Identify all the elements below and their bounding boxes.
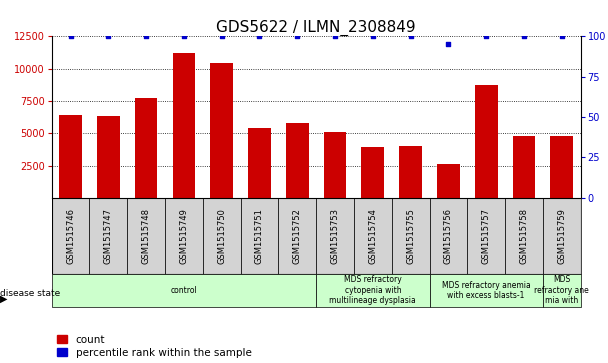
Bar xyxy=(323,132,347,198)
Bar xyxy=(173,53,195,198)
Bar xyxy=(278,198,316,274)
Bar xyxy=(127,198,165,274)
Point xyxy=(406,33,415,39)
Text: GSM1515754: GSM1515754 xyxy=(368,208,378,264)
Point xyxy=(482,33,491,39)
Text: GSM1515748: GSM1515748 xyxy=(142,208,151,264)
Text: GSM1515756: GSM1515756 xyxy=(444,208,453,264)
Bar xyxy=(513,136,535,198)
Text: GSM1515749: GSM1515749 xyxy=(179,208,188,264)
Point xyxy=(519,33,529,39)
Bar xyxy=(59,115,82,198)
Text: GSM1515753: GSM1515753 xyxy=(331,208,339,264)
Bar xyxy=(316,274,429,307)
Bar xyxy=(550,136,573,198)
Text: control: control xyxy=(171,286,197,295)
Title: GDS5622 / ILMN_2308849: GDS5622 / ILMN_2308849 xyxy=(216,20,416,36)
Point xyxy=(103,33,113,39)
Bar xyxy=(362,147,384,198)
Text: GSM1515759: GSM1515759 xyxy=(558,208,566,264)
Bar xyxy=(468,198,505,274)
Bar xyxy=(52,274,316,307)
Point xyxy=(292,33,302,39)
Text: GSM1515758: GSM1515758 xyxy=(519,208,528,264)
Point xyxy=(141,33,151,39)
Bar xyxy=(543,198,581,274)
Point xyxy=(330,33,340,39)
Bar xyxy=(354,198,392,274)
Point xyxy=(255,33,264,39)
Bar xyxy=(89,198,127,274)
Legend: count, percentile rank within the sample: count, percentile rank within the sample xyxy=(57,335,252,358)
Bar xyxy=(429,274,543,307)
Bar xyxy=(241,198,278,274)
Point xyxy=(217,33,227,39)
Point xyxy=(66,33,75,39)
Bar xyxy=(165,198,203,274)
Text: MDS refractory anemia
with excess blasts-1: MDS refractory anemia with excess blasts… xyxy=(442,281,531,300)
Bar xyxy=(286,123,309,198)
Bar xyxy=(543,274,581,307)
Point xyxy=(179,33,188,39)
Text: GSM1515757: GSM1515757 xyxy=(482,208,491,264)
Text: GSM1515750: GSM1515750 xyxy=(217,208,226,264)
Text: GSM1515752: GSM1515752 xyxy=(293,208,302,264)
Text: disease state: disease state xyxy=(0,289,60,298)
Text: GSM1515747: GSM1515747 xyxy=(104,208,113,264)
Text: GSM1515746: GSM1515746 xyxy=(66,208,75,264)
Bar xyxy=(399,146,422,198)
Bar xyxy=(316,198,354,274)
Text: GSM1515755: GSM1515755 xyxy=(406,208,415,264)
Point xyxy=(368,33,378,39)
Bar xyxy=(475,85,497,198)
Text: MDS refractory
cytopenia with
multilineage dysplasia: MDS refractory cytopenia with multilinea… xyxy=(330,276,416,305)
Bar xyxy=(210,64,233,198)
Bar xyxy=(437,164,460,198)
Text: GSM1515751: GSM1515751 xyxy=(255,208,264,264)
Bar xyxy=(248,128,271,198)
Bar xyxy=(505,198,543,274)
Point xyxy=(557,33,567,39)
Bar xyxy=(52,198,89,274)
Bar xyxy=(203,198,241,274)
Text: MDS
refractory ane
mia with: MDS refractory ane mia with xyxy=(534,276,589,305)
Bar xyxy=(392,198,429,274)
Text: ▶: ▶ xyxy=(0,294,7,304)
Bar xyxy=(429,198,468,274)
Bar xyxy=(97,117,120,198)
Bar xyxy=(135,98,157,198)
Point xyxy=(444,41,454,47)
